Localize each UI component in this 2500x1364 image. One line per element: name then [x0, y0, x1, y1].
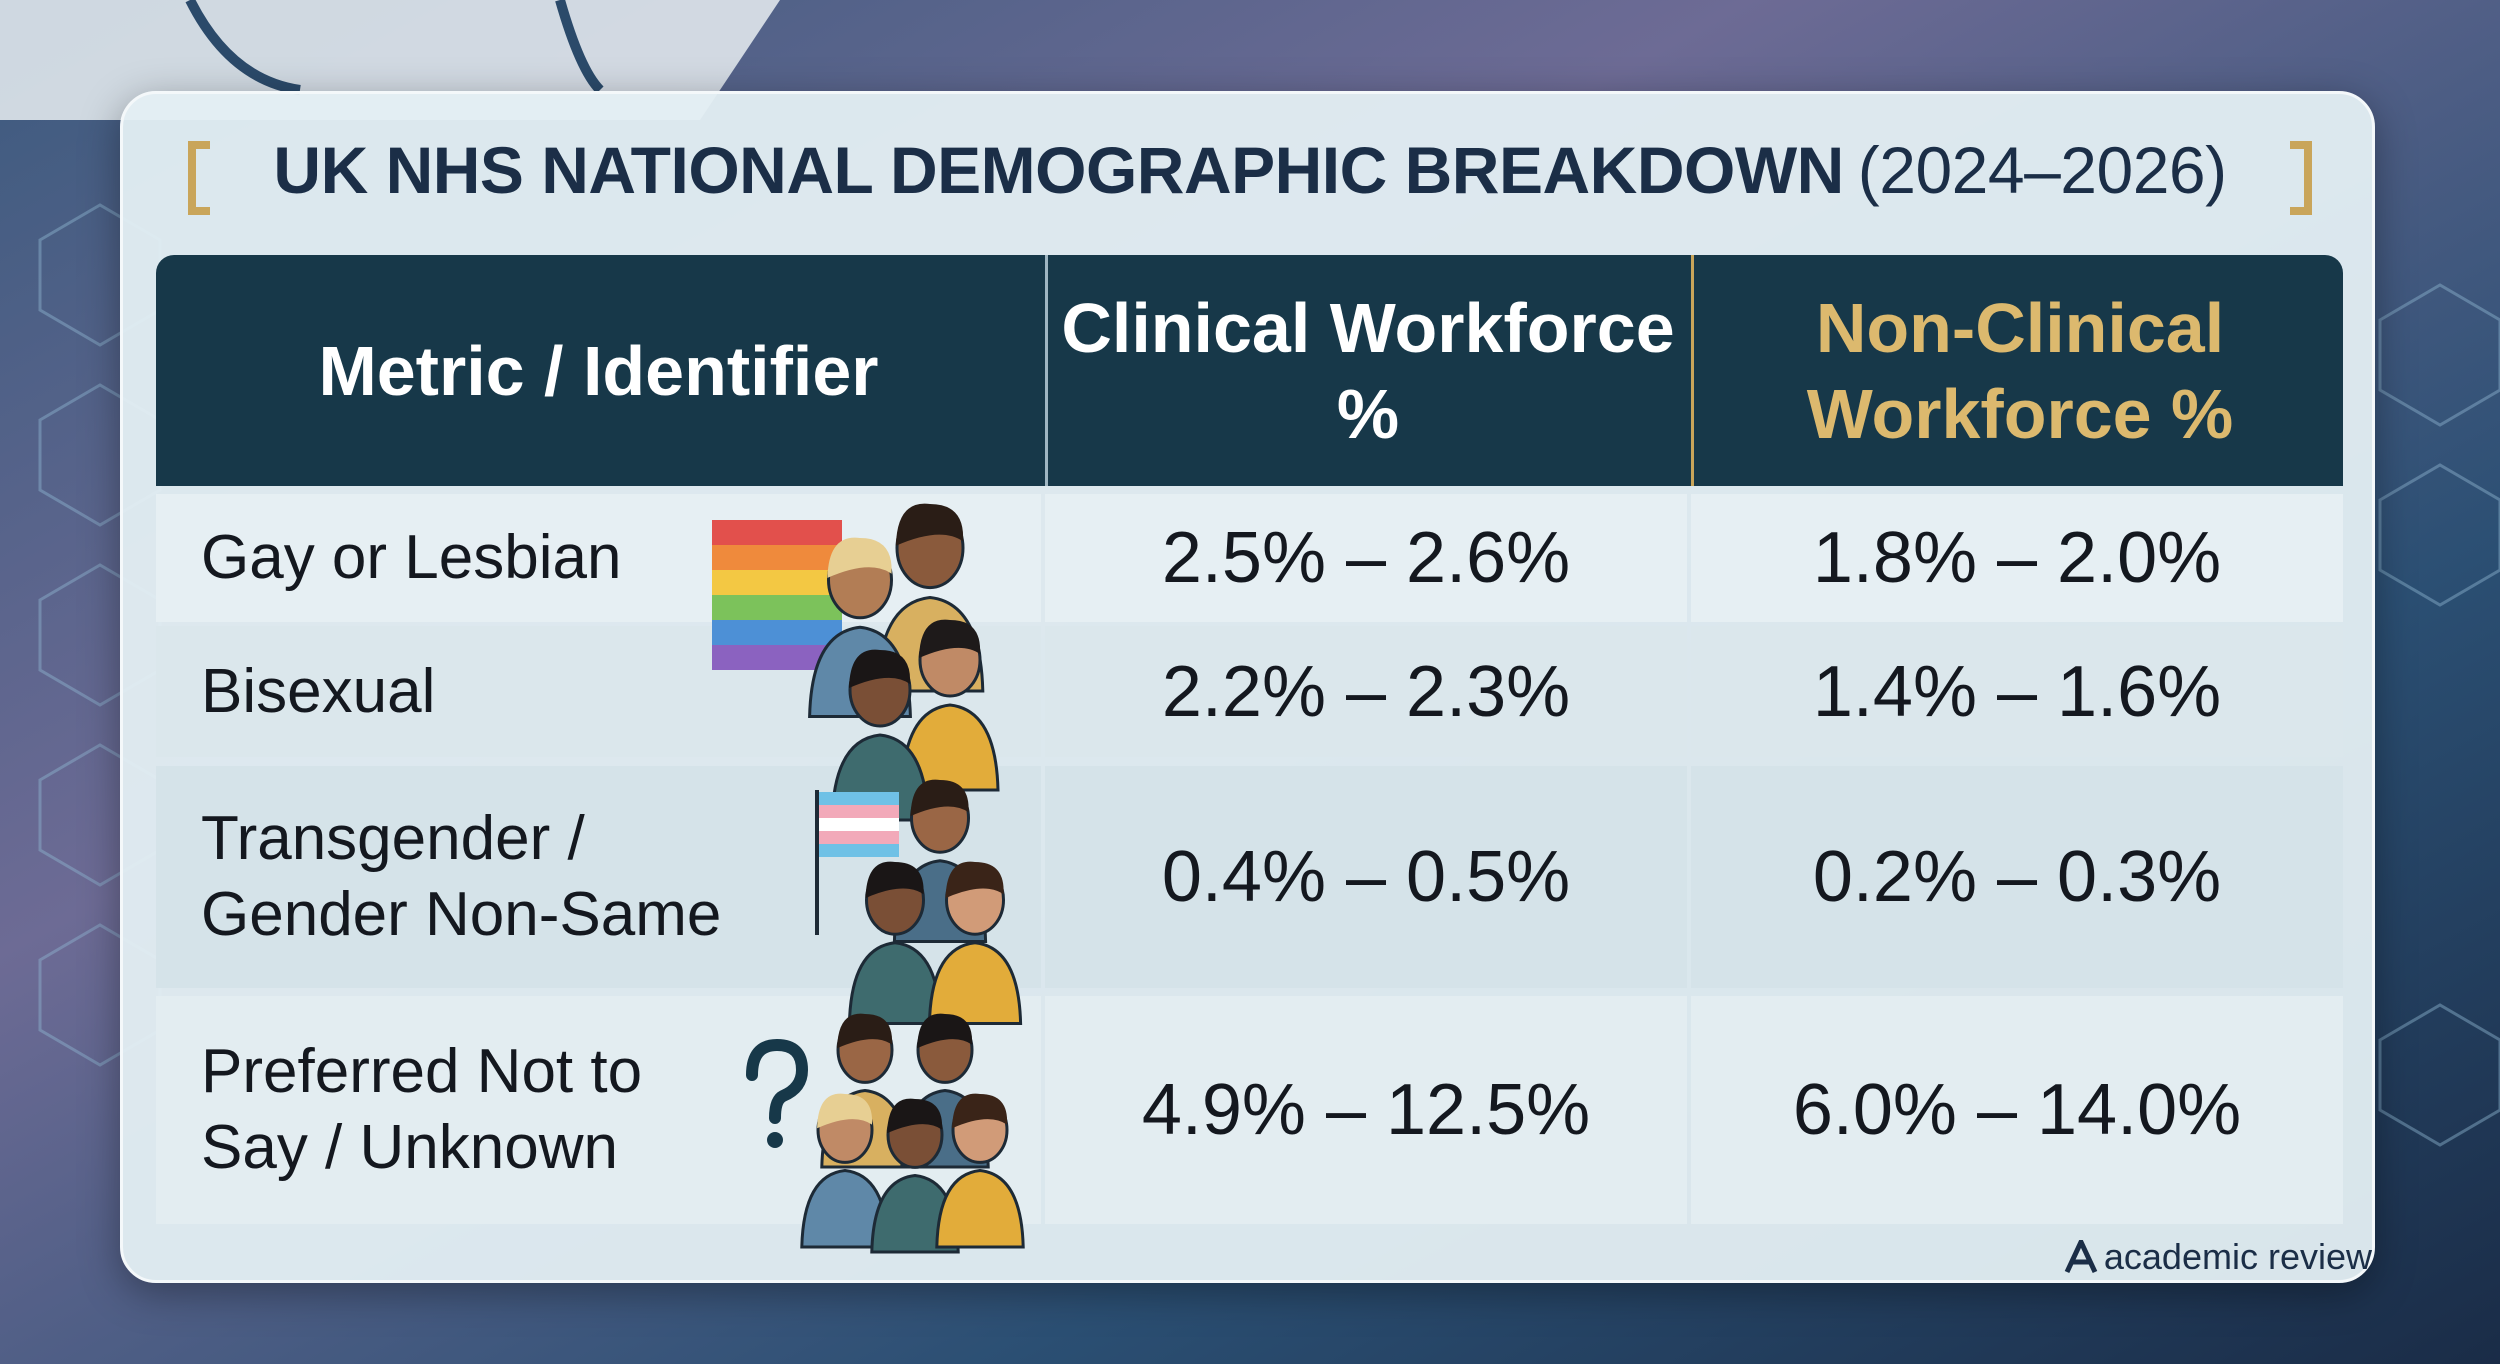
- person-icon: [847, 861, 943, 1025]
- value-cell: 1.4% – 1.6%: [1691, 626, 2343, 757]
- person-hair: [910, 779, 969, 817]
- value-cell: 0.4% – 0.5%: [1045, 766, 1687, 988]
- person-hair: [817, 1093, 873, 1129]
- rainbow-stripe: [712, 620, 842, 645]
- header-cell: Metric / Identifier: [318, 331, 879, 410]
- person-icon: [800, 1093, 890, 1249]
- person-body: [927, 941, 1023, 1025]
- title-brackets: [188, 141, 2312, 215]
- person-hair: [919, 619, 981, 658]
- person-hair: [865, 861, 924, 899]
- value-cell: 0.2% – 0.3%: [1691, 766, 2343, 988]
- rainbow-profile: [712, 520, 842, 670]
- rainbow-stripe: [712, 545, 842, 570]
- person-hair: [895, 503, 964, 546]
- bracket-right: [2290, 141, 2312, 215]
- header-cell: Non-Clinical Workforce %: [1691, 255, 2346, 486]
- label-text: Preferred Not to Say / Unknown: [201, 1037, 643, 1182]
- table-row: Gay or Lesbian 2.5% – 2.6% 1.8% – 2.0%: [156, 494, 2343, 622]
- value-cell: 1.8% – 2.0%: [1691, 494, 2343, 622]
- brand: academic review: [2103, 1236, 2372, 1277]
- person-body: [935, 1168, 1025, 1249]
- question-icon: [746, 1038, 809, 1124]
- rainbow-stripe: [712, 570, 842, 595]
- rainbow-stripe: [712, 520, 842, 545]
- person-hair: [887, 1098, 943, 1134]
- table-header: Metric / Identifier Clinical Workforce %…: [156, 255, 2343, 486]
- person-icon: [900, 619, 1000, 792]
- value-cell: 6.0% – 14.0%: [1691, 996, 2343, 1224]
- person-hair: [952, 1093, 1008, 1129]
- flag-stripe: [819, 831, 899, 844]
- header-cell: Clinical Workforce %: [1045, 255, 1688, 486]
- title: UK NHS NATIONAL DEMOGRAPHIC BREAKDOWN (20…: [240, 132, 2260, 208]
- flag-stripe: [819, 805, 899, 818]
- label-text: Transgender / Gender Non-Same: [201, 804, 722, 949]
- brand-logo: [2064, 1236, 2098, 1274]
- value-cell: 4.9% – 12.5%: [1045, 996, 1687, 1224]
- person-hair: [827, 537, 892, 578]
- rainbow-stripe: [712, 595, 842, 620]
- value-cell: 2.2% – 2.3%: [1045, 626, 1687, 757]
- flag-stripe: [819, 792, 899, 805]
- flag-stripe: [819, 818, 899, 831]
- question-dot: [767, 1132, 783, 1148]
- bg-coat: [0, 0, 780, 120]
- row-label: Gay or Lesbian: [156, 494, 1041, 622]
- person-hair: [917, 1013, 973, 1049]
- person-icon: [927, 861, 1023, 1025]
- title-years: (2024–2026): [1857, 133, 2227, 207]
- person-body: [847, 941, 943, 1025]
- label-text: Gay or Lesbian: [201, 523, 622, 592]
- person-hair: [849, 649, 911, 688]
- bg-stethoscope: [185, 0, 604, 95]
- person-hair: [837, 1013, 893, 1049]
- title-main: UK NHS NATIONAL DEMOGRAPHIC BREAKDOWN: [273, 133, 1844, 207]
- flag-stripe: [819, 844, 899, 857]
- person-icon: [935, 1093, 1025, 1249]
- bracket-left: [188, 141, 210, 215]
- footer: academic review: [2064, 1236, 2372, 1278]
- value-cell: 2.5% – 2.6%: [1045, 494, 1687, 622]
- label-text: Bisexual: [201, 656, 436, 726]
- person-hair: [945, 861, 1004, 899]
